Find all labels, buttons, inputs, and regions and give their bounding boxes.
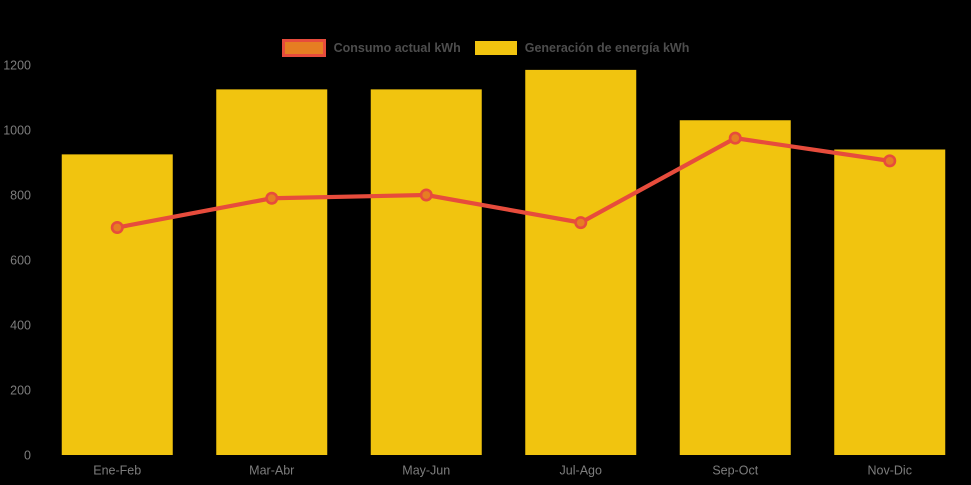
y-tick-label: 1000 — [3, 124, 31, 138]
line-consumo — [115, 136, 892, 230]
x-axis-label: May-Jun — [402, 464, 450, 478]
legend-label-consumo: Consumo actual kWh — [333, 41, 461, 55]
bar-generacion[interactable] — [61, 154, 173, 455]
bar-generacion[interactable] — [679, 120, 791, 455]
x-axis-label: Nov-Dic — [868, 464, 912, 478]
line-point-consumo[interactable] — [110, 221, 124, 235]
bar-generacion[interactable] — [525, 69, 637, 455]
line-point-consumo[interactable] — [574, 216, 588, 230]
x-axis-label: Ene-Feb — [93, 464, 141, 478]
bar-generacion[interactable] — [370, 89, 482, 455]
line-point-consumo[interactable] — [728, 131, 742, 145]
chart-legend: Consumo actual kWh Generación de energía… — [0, 39, 971, 57]
x-axis-label: Jul-Ago — [560, 464, 602, 478]
consumo-legend-swatch-icon — [281, 39, 326, 57]
x-axis-label: Sep-Oct — [712, 464, 758, 478]
legend-label-generacion: Generación de energía kWh — [524, 41, 690, 55]
y-tick-label: 800 — [10, 189, 31, 203]
y-tick-label: 200 — [10, 384, 31, 398]
legend-item-generacion[interactable]: Generación de energía kWh — [474, 41, 690, 55]
bar-generacion[interactable] — [216, 89, 328, 455]
line-point-consumo[interactable] — [883, 154, 897, 168]
line-point-consumo[interactable] — [419, 188, 433, 202]
y-tick-label: 400 — [10, 319, 31, 333]
generacion-legend-swatch-icon — [474, 41, 517, 55]
legend-item-consumo[interactable]: Consumo actual kWh — [281, 39, 461, 57]
y-tick-label: 0 — [24, 449, 31, 463]
line-point-consumo[interactable] — [265, 191, 279, 205]
bar-generacion[interactable] — [834, 149, 946, 456]
y-tick-label: 600 — [10, 254, 31, 268]
y-tick-label: 1200 — [3, 59, 31, 73]
x-axis-label: Mar-Abr — [249, 464, 294, 478]
